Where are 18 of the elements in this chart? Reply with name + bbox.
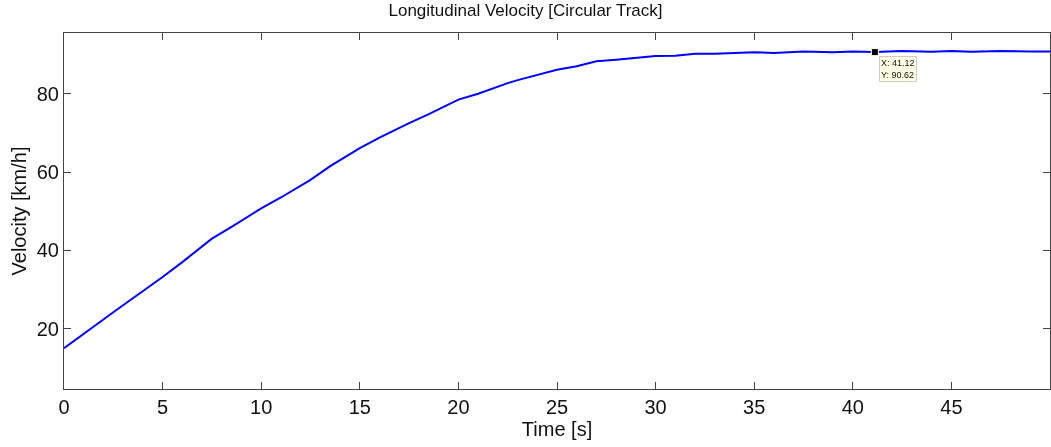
x-tick-label: 15 (348, 396, 371, 418)
annotation: X: 41.12 Y: 90.62 (881, 58, 915, 80)
y-tick-label: 80 (36, 82, 59, 105)
x-tick-label: 20 (447, 396, 470, 418)
y-tick-label: 40 (36, 239, 59, 262)
x-axis-title: Time [s] (521, 418, 593, 440)
chart-title: Longitudinal Velocity [Circular Track] (388, 1, 663, 21)
y-tick-label: 60 (36, 161, 59, 184)
x-tick-label: 5 (157, 396, 169, 418)
x-tick-label: 35 (743, 396, 766, 418)
x-tick-label: 25 (545, 396, 569, 418)
x-tick-label: 30 (644, 396, 667, 418)
y-tick-label: 20 (36, 317, 59, 340)
y-axis-title: Velocity [km/h] (8, 146, 31, 276)
x-tick-label: 10 (250, 396, 273, 418)
x-tick-label: 45 (940, 396, 963, 418)
x-tick-label: 0 (58, 396, 70, 418)
x-tick-label: 40 (841, 396, 864, 418)
